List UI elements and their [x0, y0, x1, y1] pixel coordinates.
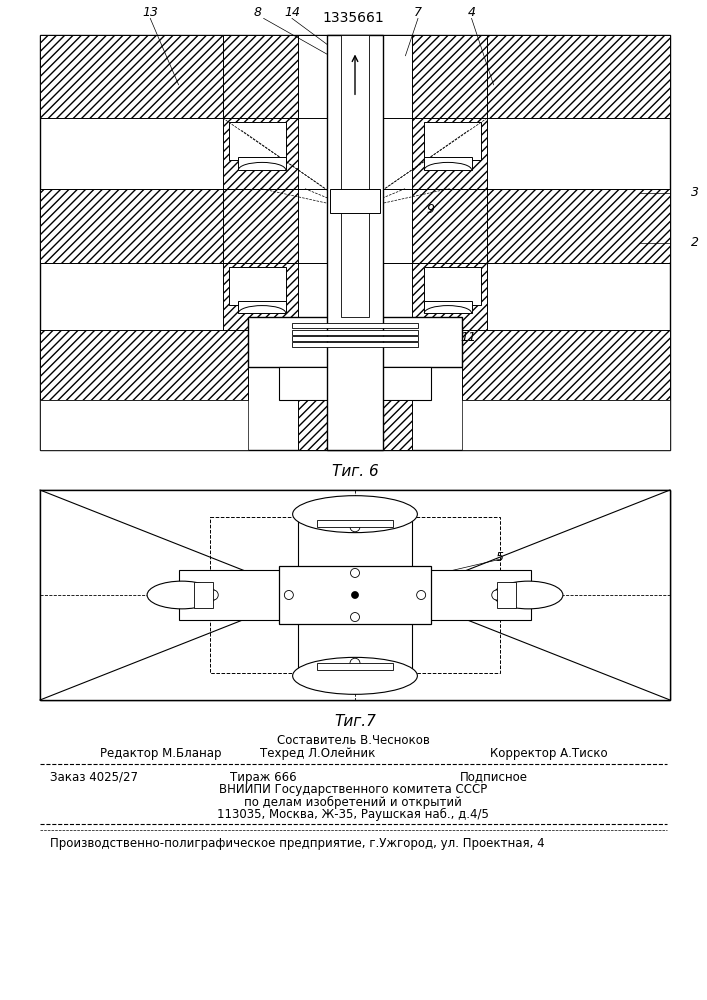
Text: 5: 5	[496, 551, 504, 564]
Text: Подписное: Подписное	[460, 770, 528, 784]
Text: Корректор А.Тиско: Корректор А.Тиско	[490, 748, 607, 760]
Bar	[292, 323, 418, 328]
Text: 13: 13	[142, 6, 158, 19]
Text: Τиг. 6: Τиг. 6	[332, 464, 378, 480]
Text: Техред Л.Олейник: Техред Л.Олейник	[260, 748, 375, 760]
Bar	[223, 263, 298, 330]
Bar	[292, 330, 418, 335]
Text: ВНИИПИ Государственного комитета СССР: ВНИИПИ Государственного комитета СССР	[219, 784, 487, 796]
Text: 14: 14	[284, 6, 300, 19]
Bar	[279, 566, 431, 624]
Bar	[223, 118, 298, 189]
Circle shape	[416, 590, 426, 599]
Circle shape	[351, 568, 359, 577]
Bar	[40, 35, 670, 450]
Ellipse shape	[293, 496, 417, 533]
Text: 8: 8	[253, 6, 262, 19]
Text: Τиг.7: Τиг.7	[334, 714, 376, 730]
Bar	[424, 267, 481, 305]
Circle shape	[284, 590, 293, 599]
Text: Производственно-полиграфическое предприятие, г.Ужгород, ул. Проектная, 4: Производственно-полиграфическое предприя…	[50, 836, 544, 850]
Bar	[40, 490, 670, 700]
Text: 1335661: 1335661	[322, 11, 384, 25]
Bar	[487, 35, 670, 118]
Circle shape	[492, 590, 502, 600]
Bar	[238, 157, 286, 170]
Bar	[298, 189, 411, 263]
Circle shape	[350, 658, 360, 668]
Bar	[411, 35, 487, 118]
Bar	[298, 35, 411, 118]
Ellipse shape	[493, 581, 563, 609]
Bar	[487, 189, 670, 263]
Bar	[40, 490, 670, 700]
Bar	[424, 157, 472, 170]
Text: 11: 11	[460, 331, 477, 344]
Bar	[462, 400, 670, 450]
Text: Составитель В.Чесноков: Составитель В.Чесноков	[276, 734, 429, 746]
Bar	[411, 263, 487, 330]
Bar	[194, 582, 214, 608]
Bar	[497, 582, 515, 608]
Bar	[292, 336, 418, 341]
Text: 113035, Москва, Ж-35, Раушская наб., д.4/5: 113035, Москва, Ж-35, Раушская наб., д.4…	[217, 807, 489, 821]
Bar	[223, 189, 298, 263]
Text: по делам изобретений и открытий: по делам изобретений и открытий	[244, 795, 462, 809]
Bar	[298, 513, 411, 677]
Text: 7: 7	[414, 6, 422, 19]
Text: 3: 3	[691, 186, 699, 199]
Bar	[424, 122, 481, 159]
Circle shape	[351, 591, 358, 598]
Ellipse shape	[147, 581, 216, 609]
Bar	[229, 267, 286, 305]
Bar	[317, 520, 393, 527]
Text: 9: 9	[426, 203, 435, 216]
Bar	[298, 400, 411, 450]
Bar	[327, 35, 383, 450]
Bar	[248, 317, 462, 367]
Bar	[424, 301, 472, 313]
Bar	[292, 342, 418, 347]
Text: 4: 4	[467, 6, 476, 19]
Bar	[179, 570, 532, 620]
Bar	[317, 663, 393, 670]
Bar	[411, 118, 487, 189]
Text: Заказ 4025/27: Заказ 4025/27	[50, 770, 138, 784]
Text: 2: 2	[691, 236, 699, 249]
Circle shape	[350, 522, 360, 532]
Bar	[40, 189, 223, 263]
Bar	[40, 490, 670, 700]
Text: Редактор М.Бланар: Редактор М.Бланар	[100, 748, 221, 760]
Bar	[223, 35, 298, 118]
Bar	[210, 517, 500, 673]
Circle shape	[209, 590, 218, 600]
Bar	[462, 330, 670, 400]
Bar	[329, 189, 380, 213]
Bar	[229, 122, 286, 159]
Bar	[40, 330, 248, 400]
Circle shape	[351, 613, 359, 622]
Ellipse shape	[293, 657, 417, 694]
Bar	[40, 35, 223, 118]
Bar	[341, 35, 370, 317]
Bar	[279, 367, 431, 400]
Bar	[40, 400, 248, 450]
Bar	[411, 189, 487, 263]
Bar	[238, 301, 286, 313]
Text: Тираж 666: Тираж 666	[230, 770, 297, 784]
